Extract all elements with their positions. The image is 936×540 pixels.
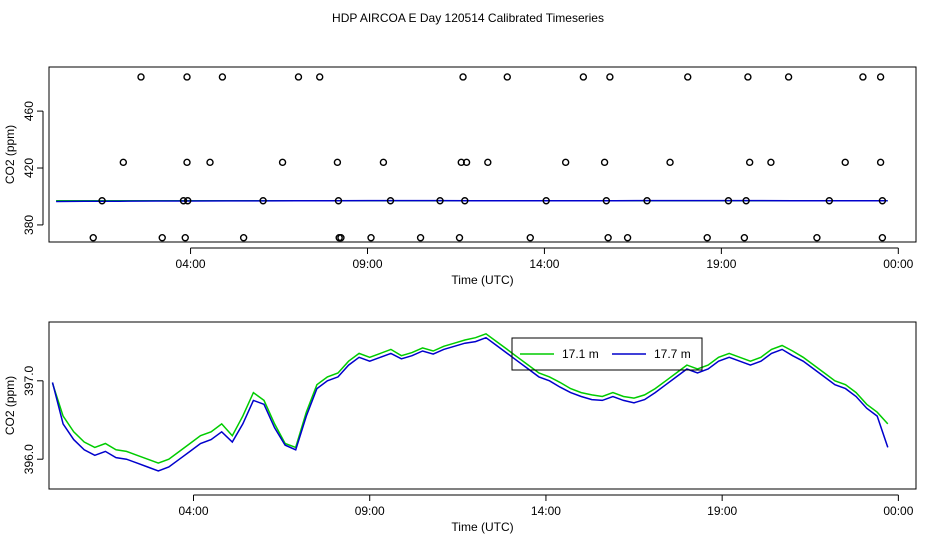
data-point xyxy=(184,197,192,205)
data-point xyxy=(561,158,570,167)
data-point xyxy=(666,158,674,167)
data-point xyxy=(181,234,189,242)
data-point xyxy=(813,234,821,242)
data-point xyxy=(503,73,511,81)
x-tick-label: 09:00 xyxy=(355,504,385,518)
data-point xyxy=(337,234,345,242)
data-point xyxy=(461,197,469,205)
data-point xyxy=(278,158,287,167)
data-point xyxy=(740,234,749,242)
x-tick-label: 00:00 xyxy=(883,504,913,518)
data-point xyxy=(137,73,145,81)
data-point xyxy=(841,158,849,167)
y-axis-label: CO2 (ppm) xyxy=(3,376,17,435)
series-line-17-1-m xyxy=(51,332,889,464)
y-tick-label: 396.0 xyxy=(22,444,36,474)
x-tick-label: 04:00 xyxy=(178,504,208,518)
plot-frame xyxy=(48,321,917,490)
data-point xyxy=(542,197,550,205)
data-point xyxy=(600,158,609,167)
data-point xyxy=(876,158,885,167)
top-panel: 04:00 09:00 14:00 19:00 00:00 Time (UTC) 380 42… xyxy=(3,66,917,287)
data-point xyxy=(316,73,324,81)
x-tick-label: 19:00 xyxy=(706,257,736,271)
x-tick-label: 00:00 xyxy=(883,257,913,271)
plot-frame xyxy=(48,66,917,243)
data-point xyxy=(745,158,754,167)
data-point xyxy=(386,197,395,205)
data-point xyxy=(416,234,425,242)
data-point xyxy=(606,73,614,81)
legend-label: 17.1 m xyxy=(562,347,599,361)
data-point xyxy=(604,234,612,242)
data-point xyxy=(158,234,166,242)
x-tick-label: 09:00 xyxy=(352,257,382,271)
data-point xyxy=(239,234,248,242)
legend-label: 17.7 m xyxy=(654,347,691,361)
series-line-17-7-m xyxy=(51,336,889,472)
data-point xyxy=(119,158,128,167)
data-point xyxy=(98,197,106,205)
data-point xyxy=(744,73,752,81)
data-point xyxy=(179,197,188,205)
x-tick-label: 04:00 xyxy=(176,257,206,271)
data-point xyxy=(579,73,588,81)
data-point xyxy=(526,234,534,242)
data-point xyxy=(784,73,793,81)
data-point xyxy=(767,158,775,167)
x-tick-label: 14:00 xyxy=(529,257,559,271)
y-tick-label: 460 xyxy=(22,101,36,121)
data-point xyxy=(183,73,191,81)
data-point xyxy=(334,197,343,205)
data-point xyxy=(859,73,867,81)
data-point xyxy=(462,158,471,167)
data-point xyxy=(878,197,887,205)
data-point xyxy=(484,158,492,167)
data-point xyxy=(742,197,750,205)
data-point xyxy=(643,197,651,205)
bottom-panel: 04:00 09:00 14:00 19:00 00:00 Time (UTC) 396.0… xyxy=(3,321,917,534)
data-point xyxy=(724,197,733,205)
y-axis-label: CO2 (ppm) xyxy=(3,125,17,184)
data-point xyxy=(876,73,885,81)
data-point xyxy=(459,73,467,81)
data-point xyxy=(89,234,97,242)
data-point xyxy=(436,197,444,205)
x-tick-label: 19:00 xyxy=(707,504,737,518)
x-axis-label: Time (UTC) xyxy=(451,520,513,534)
data-point xyxy=(206,158,214,167)
y-tick-label: 380 xyxy=(22,215,36,235)
data-point xyxy=(367,234,375,242)
data-point xyxy=(878,234,887,242)
y-tick-label: 420 xyxy=(22,158,36,178)
data-point xyxy=(379,158,388,167)
data-point xyxy=(825,197,833,205)
data-point xyxy=(703,234,711,242)
x-axis-label: Time (UTC) xyxy=(451,273,513,287)
data-point xyxy=(602,197,611,205)
data-point xyxy=(333,158,342,167)
chart-title: HDP AIRCOA E Day 120514 Calibrated Times… xyxy=(332,11,604,25)
data-point xyxy=(183,158,191,167)
x-tick-label: 14:00 xyxy=(531,504,561,518)
y-tick-label: 397.0 xyxy=(22,365,36,395)
legend-box xyxy=(511,337,703,371)
data-point xyxy=(294,73,303,81)
data-point xyxy=(623,234,632,242)
data-point xyxy=(259,197,267,205)
data-point xyxy=(218,73,227,81)
data-point xyxy=(684,73,692,81)
data-point xyxy=(455,234,464,242)
